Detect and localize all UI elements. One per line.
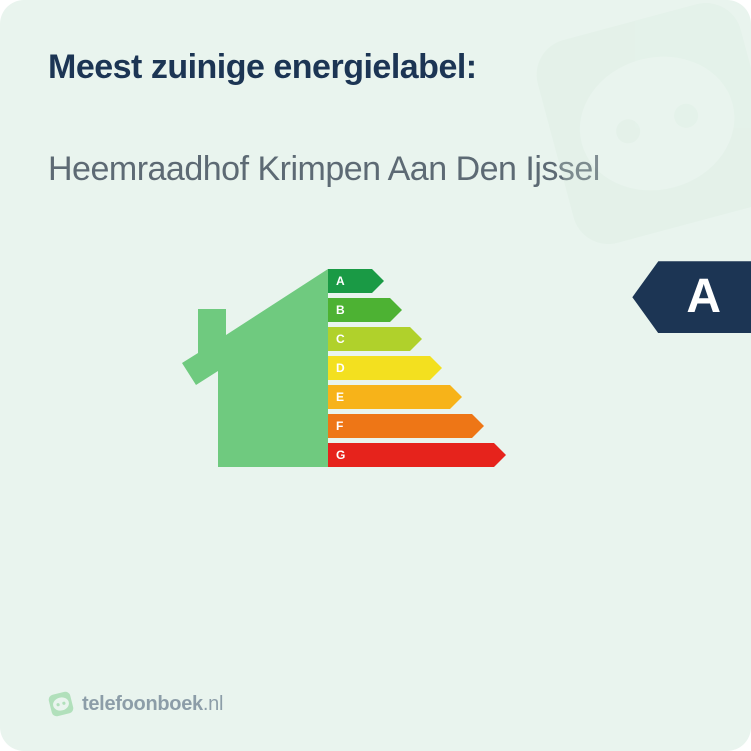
energy-bar-label: E bbox=[336, 390, 344, 404]
energy-bar-label: D bbox=[336, 361, 345, 375]
energy-bar-label: B bbox=[336, 303, 345, 317]
energy-bar-label: A bbox=[336, 274, 345, 288]
energy-bar-a: A bbox=[328, 269, 506, 293]
energy-bar-label: F bbox=[336, 419, 343, 433]
energy-bar-b: B bbox=[328, 298, 506, 322]
energy-bar-label: C bbox=[336, 332, 345, 346]
watermark-book-icon bbox=[491, 0, 751, 280]
energy-bars: A B C D E F G bbox=[328, 269, 506, 472]
rating-badge-letter: A bbox=[686, 273, 721, 321]
footer: telefoonboek.nl bbox=[48, 691, 223, 717]
house-icon bbox=[182, 269, 328, 467]
energy-bar-e: E bbox=[328, 385, 506, 409]
rating-badge: A bbox=[632, 261, 751, 333]
card-title: Meest zuinige energielabel: bbox=[48, 48, 703, 87]
energy-bar-d: D bbox=[328, 356, 506, 380]
energy-bar-f: F bbox=[328, 414, 506, 438]
footer-tld: .nl bbox=[203, 693, 223, 715]
footer-brand: telefoonboek bbox=[82, 693, 203, 715]
energy-bar-g: G bbox=[328, 443, 506, 467]
address-text: Heemraadhof Krimpen Aan Den Ijssel bbox=[48, 147, 608, 191]
energy-label-card: Meest zuinige energielabel: Heemraadhof … bbox=[0, 0, 751, 751]
energy-bar-c: C bbox=[328, 327, 506, 351]
energy-bar-label: G bbox=[336, 448, 345, 462]
footer-logo-icon bbox=[48, 691, 74, 717]
energy-chart: A B C D E F G A bbox=[48, 261, 703, 501]
